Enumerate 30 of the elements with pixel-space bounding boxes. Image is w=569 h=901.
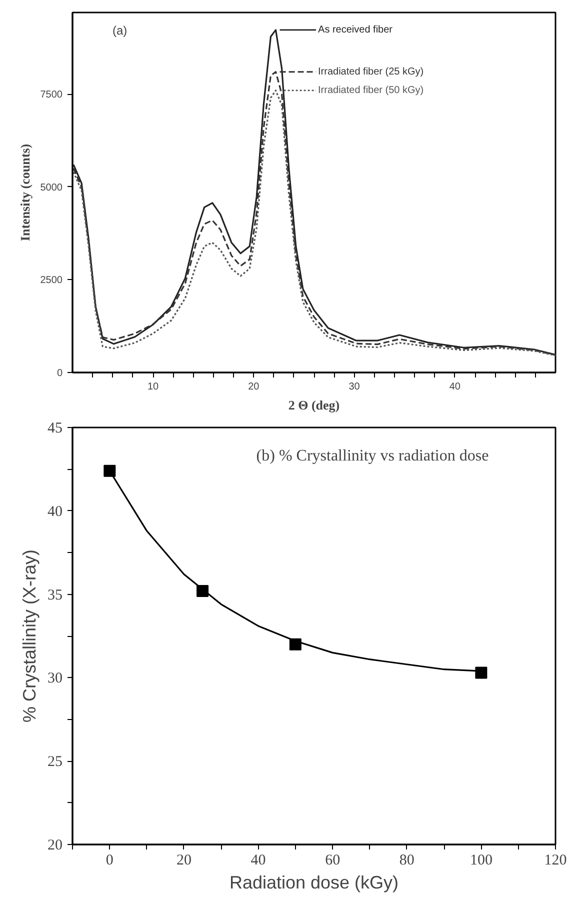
y-tick-label: 7500 (40, 90, 63, 101)
x-tick-label: 120 (544, 852, 567, 868)
x-tick-label: 30 (348, 382, 360, 392)
y-tick-label: 30 (48, 670, 62, 687)
legend-label: Irradiated fiber (50 kGy) (318, 84, 424, 96)
y-tick-label: 2500 (40, 275, 63, 286)
x-axis-title: 2 Θ (deg) (288, 398, 340, 412)
x-tick-label: 10 (147, 382, 159, 392)
legend-label: As received fiber (318, 24, 394, 36)
annotation: (b) % Crystallinity vs radiation dose (256, 448, 489, 464)
x-tick-label: 20 (248, 382, 260, 392)
annotation: (a) (112, 24, 128, 38)
y-tick-label: 5000 (40, 182, 63, 194)
legend-label: Irradiated fiber (25 kGy) (318, 66, 424, 78)
y-axis-title: % Crystallinity (X-ray) (20, 549, 40, 723)
x-tick-label: 60 (325, 852, 340, 868)
x-tick-label: 40 (449, 382, 461, 392)
x-tick-label: 40 (250, 852, 266, 868)
y-tick-label: 25 (48, 754, 62, 770)
y-tick-label: 20 (48, 838, 62, 854)
y-tick-label: 45 (48, 420, 62, 436)
x-tick-label: 100 (470, 852, 492, 868)
y-axis-title: Intensity (counts) (17, 144, 32, 242)
x-tick-label: 80 (399, 852, 414, 868)
x-tick-label: 0 (106, 852, 114, 868)
x-tick-label: 20 (176, 852, 192, 868)
y-tick-label: 40 (48, 504, 62, 520)
y-tick-label: 35 (48, 587, 62, 604)
y-tick-label: 0 (56, 368, 63, 379)
x-axis-title: Radiation dose (kGy) (229, 872, 399, 892)
